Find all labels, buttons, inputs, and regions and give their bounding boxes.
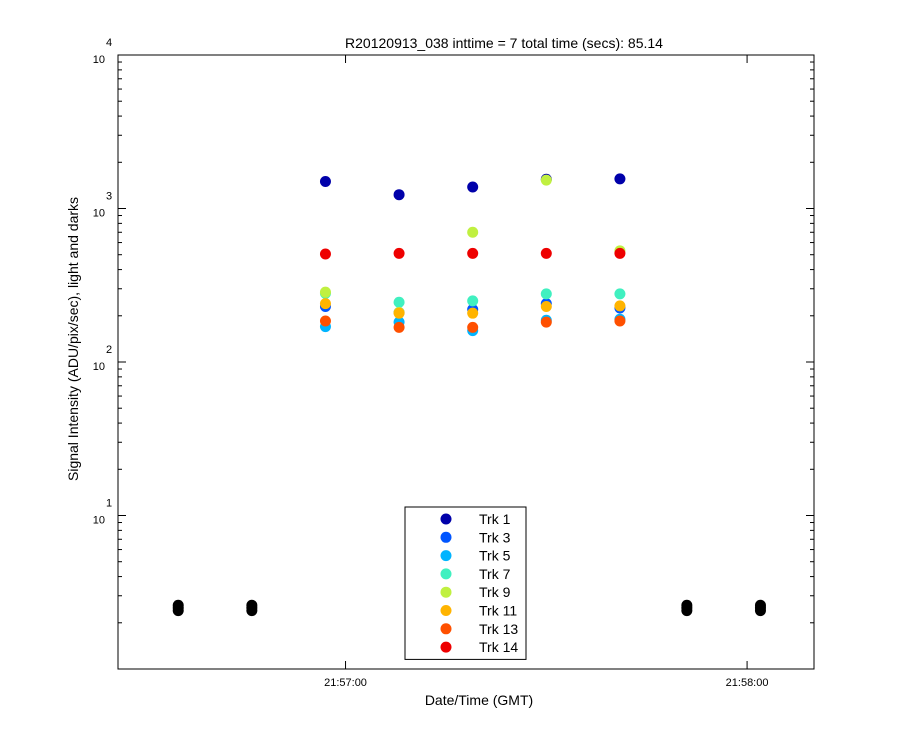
legend-label-trk-5: Trk 5: [479, 548, 511, 564]
dark-frame-point: [246, 599, 258, 611]
series-trk-11-point: [393, 307, 405, 319]
legend-marker-trk-7: [440, 568, 452, 580]
series-trk-13-point: [319, 315, 331, 327]
legend-label-trk-13: Trk 13: [479, 621, 518, 637]
y-tick-label: 10: [93, 208, 105, 220]
series-trk-13-point: [393, 321, 405, 333]
legend-marker-trk-1: [440, 513, 452, 525]
legend-marker-trk-11: [440, 605, 452, 616]
series-trk-7-point: [393, 296, 405, 308]
series-trk-11-point: [540, 300, 552, 312]
series-trk-1-point: [319, 175, 331, 187]
series-trk-7-point: [467, 295, 479, 307]
series-trk-7-point: [540, 288, 552, 300]
legend-label-trk-1: Trk 1: [479, 511, 511, 527]
series-trk-1-point: [393, 189, 405, 201]
series-trk-11-point: [319, 298, 331, 310]
dark-frame-point: [172, 599, 184, 611]
series-trk-11-point: [467, 307, 479, 319]
series-trk-14-point: [393, 247, 405, 259]
chart-title: R20120913_038 inttime = 7 total time (se…: [345, 35, 663, 51]
legend-marker-trk-9: [440, 586, 452, 598]
y-tick-exponent: 1: [106, 498, 112, 510]
series-trk-13-point: [540, 316, 552, 328]
series-trk-1-point: [467, 181, 479, 193]
legend-label-trk-11: Trk 11: [479, 603, 517, 619]
y-tick-label: 10: [93, 361, 105, 373]
dark-frame-point: [754, 599, 766, 611]
legend-box: [404, 506, 527, 660]
legend-marker-trk-3: [440, 531, 452, 543]
legend-label-trk-14: Trk 14: [479, 639, 518, 655]
x-axis-label: Date/Time (GMT): [425, 692, 533, 708]
y-tick-exponent: 3: [106, 191, 112, 203]
y-tick-label: 10: [93, 54, 105, 66]
series-trk-1-point: [614, 173, 626, 185]
series-trk-14-point: [467, 247, 479, 259]
series-trk-14-point: [540, 247, 552, 259]
x-tick-label: 21:57:00: [324, 677, 367, 689]
dark-frame-point: [681, 599, 693, 611]
y-axis-label: Signal Intensity (ADU/pix/sec), light an…: [65, 197, 81, 481]
series-trk-14-point: [319, 248, 331, 260]
series-trk-9-point: [540, 174, 552, 186]
y-tick-exponent: 4: [106, 37, 112, 49]
series-trk-14-point: [614, 247, 626, 259]
legend-label-trk-3: Trk 3: [479, 529, 511, 545]
x-tick-label: 21:58:00: [726, 677, 769, 689]
series-trk-13-point: [614, 315, 626, 327]
legend: Trk 1 Trk 3 Trk 5 Trk 7 Trk 9 Trk 11 Trk 13 Trk…: [404, 506, 527, 660]
series-trk-9-point: [319, 286, 331, 298]
legend-label-trk-7: Trk 7: [479, 566, 511, 582]
legend-marker-trk-13: [440, 623, 452, 635]
series-trk-11-point: [614, 300, 626, 312]
legend-marker-trk-5: [440, 550, 452, 562]
series-trk-13-point: [467, 321, 479, 333]
legend-marker-trk-14: [440, 641, 452, 653]
series-trk-9-point: [467, 226, 479, 238]
series-trk-7-point: [614, 288, 626, 300]
legend-label-trk-9: Trk 9: [479, 584, 511, 600]
y-tick-exponent: 2: [106, 344, 112, 356]
y-tick-label: 10: [93, 515, 105, 527]
plot-area-frame: [117, 54, 815, 670]
